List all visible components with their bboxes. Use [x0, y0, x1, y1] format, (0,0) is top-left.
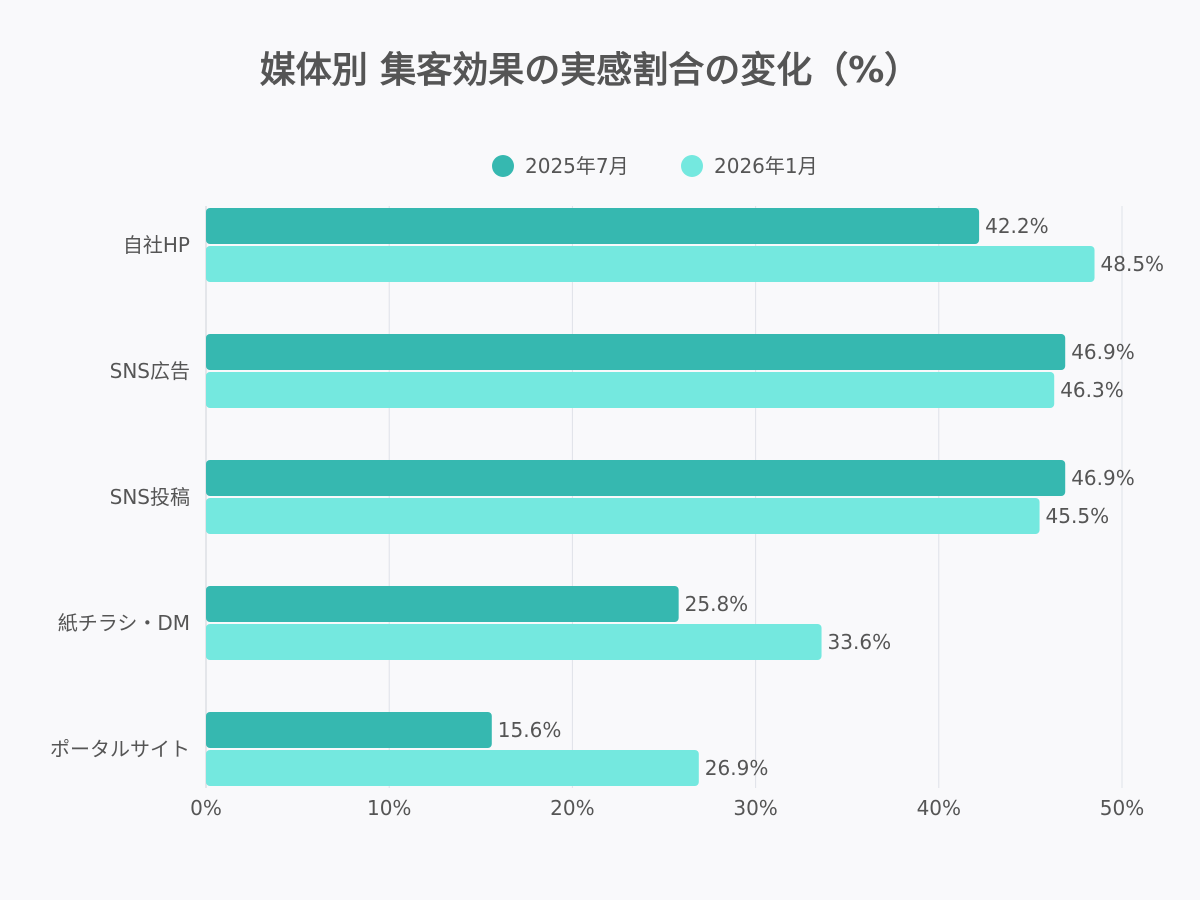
category-label: ポータルサイト — [50, 737, 190, 761]
legend-label: 2025年7月 — [525, 154, 629, 178]
bar-series1 — [206, 712, 492, 748]
bar-series1 — [206, 208, 980, 244]
x-tick-label: 0% — [190, 796, 222, 820]
x-axis-tick-labels: 0% 10% 20% 30% 40% 50% — [190, 796, 1144, 820]
data-label: 46.3% — [1060, 378, 1124, 402]
value-labels: 42.2% 48.5% 46.9% 46.3% 46.9% 45.5% 25.8% 33.6%… — [498, 214, 1164, 780]
data-label: 48.5% — [1101, 252, 1165, 276]
data-label: 42.2% — [985, 214, 1049, 238]
legend-marker — [681, 155, 703, 177]
data-label: 26.9% — [705, 756, 769, 780]
category-label: 自社HP — [123, 233, 190, 257]
x-tick-label: 10% — [367, 796, 411, 820]
bar-series2 — [206, 750, 699, 786]
chart-title: 媒体別 集客効果の実感割合の変化（%） — [260, 49, 921, 91]
bar-series2 — [206, 372, 1055, 408]
x-tick-label: 40% — [917, 796, 961, 820]
data-label: 46.9% — [1071, 466, 1135, 490]
x-tick-label: 50% — [1100, 796, 1144, 820]
data-label: 15.6% — [498, 718, 562, 742]
legend: 2025年7月 2026年1月 — [492, 154, 818, 178]
category-label: SNS広告 — [110, 359, 190, 383]
data-label: 45.5% — [1046, 504, 1110, 528]
category-label: 紙チラシ・DM — [58, 611, 190, 635]
bar-series1 — [206, 334, 1066, 370]
bar-series2 — [206, 624, 822, 660]
category-label: SNS投稿 — [110, 485, 190, 509]
bar-series2 — [206, 498, 1040, 534]
gridlines — [205, 206, 1123, 788]
legend-marker — [492, 155, 514, 177]
data-label: 33.6% — [828, 630, 892, 654]
bars — [206, 208, 1095, 786]
x-tick-label: 20% — [550, 796, 594, 820]
x-tick-label: 30% — [733, 796, 777, 820]
bar-series1 — [206, 460, 1066, 496]
data-label: 25.8% — [685, 592, 749, 616]
bar-series2 — [206, 246, 1095, 282]
legend-label: 2026年1月 — [714, 154, 818, 178]
bar-series1 — [206, 586, 679, 622]
data-label: 46.9% — [1071, 340, 1135, 364]
